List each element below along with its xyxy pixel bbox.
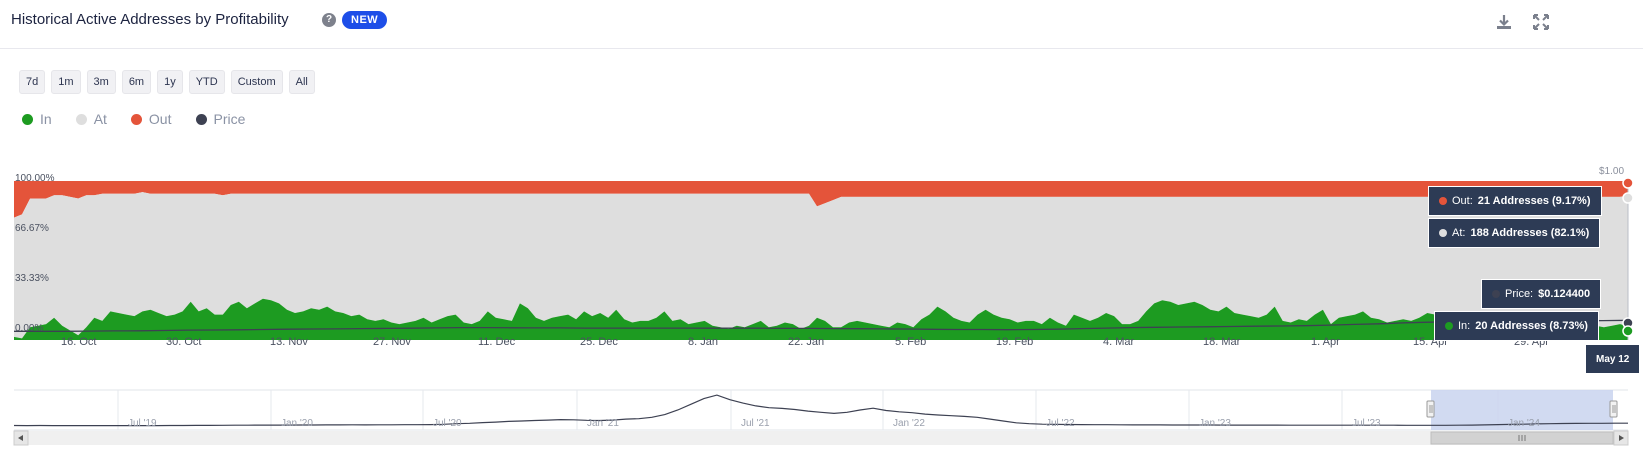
area-series-at xyxy=(14,192,1628,339)
tooltip-dot-at xyxy=(1439,229,1447,237)
navigator-label: Jul '22 xyxy=(1046,418,1075,429)
range-7d-button[interactable]: 7d xyxy=(19,70,46,94)
x-tick-label: 13. Nov xyxy=(270,336,308,348)
series-line-price xyxy=(14,319,1629,332)
hover-crosshair xyxy=(1622,177,1634,340)
range-ytd-button[interactable]: YTD xyxy=(188,70,225,94)
hover-point-out xyxy=(1622,177,1634,189)
y-axis: 100.00% 66.67% 33.33% 0.00% $1.00 xyxy=(15,166,1624,334)
question-circle-icon[interactable]: ? xyxy=(322,13,336,27)
area-series-in xyxy=(14,298,1628,340)
navigator[interactable]: Jul '19 Jan '20 Jul '20 Jan '21 Jul '21 … xyxy=(13,389,1628,431)
x-tick-label: 16. Oct xyxy=(61,336,96,348)
x-tick-label: 25. Dec xyxy=(580,336,618,348)
navigator-label: Jul '21 xyxy=(741,418,770,429)
navigator-series-price xyxy=(13,394,1628,427)
legend-item-out[interactable]: Out xyxy=(130,111,172,127)
navigator-label: Jan '21 xyxy=(587,418,619,429)
x-tick-label: 11. Dec xyxy=(478,336,516,348)
navigator-label: Jan '23 xyxy=(1199,418,1231,429)
tooltip-at-label: At: xyxy=(1452,227,1466,239)
navigator-label: Jul '23 xyxy=(1352,418,1381,429)
new-badge: NEW xyxy=(342,11,388,29)
chart-header: Historical Active Addresses by Profitabi… xyxy=(0,0,1643,49)
tooltip-in-value: 20 Addresses (8.73%) xyxy=(1475,320,1588,332)
tooltip-out-label: Out: xyxy=(1452,195,1473,207)
right-arrow-icon xyxy=(1619,435,1624,441)
x-axis: 16. Oct 30. Oct 13. Nov 27. Nov 11. Dec … xyxy=(61,336,1549,348)
navigator-label: Jan '22 xyxy=(893,418,925,429)
x-tick-label: 4. Mar xyxy=(1103,336,1135,348)
navigator-label: Jul '19 xyxy=(128,418,157,429)
x-tick-label: 19. Feb xyxy=(996,336,1033,348)
tooltip-price-value: $0.124400 xyxy=(1538,288,1591,300)
y-tick-label: 0.00% xyxy=(15,323,43,334)
tooltip-out: Out: 21 Addresses (9.17%) xyxy=(1428,186,1602,216)
range-all-button[interactable]: All xyxy=(288,70,315,94)
area-series-out xyxy=(14,181,1628,218)
x-tick-label: 22. Jan xyxy=(788,336,824,348)
legend-item-at[interactable]: At xyxy=(75,111,107,127)
legend-label-out: Out xyxy=(148,111,172,127)
navigator-label: Jan '20 xyxy=(281,418,313,429)
navigator-grid xyxy=(117,390,1499,430)
grip-lines-icon xyxy=(1518,435,1526,441)
range-selector: 7d 1m 3m 6m 1y YTD Custom All xyxy=(19,70,315,94)
hover-point-at xyxy=(1622,192,1634,204)
navigator-labels: Jul '19 Jan '20 Jul '20 Jan '21 Jul '21 … xyxy=(128,418,1540,429)
legend-dot-price xyxy=(195,113,207,125)
navigator-right-handle[interactable] xyxy=(1609,400,1618,418)
legend-label-at: At xyxy=(93,111,107,127)
x-tick-label: 30. Oct xyxy=(166,336,201,348)
tooltip-at: At: 188 Addresses (82.1%) xyxy=(1428,218,1601,248)
tooltip-dot-out xyxy=(1439,197,1447,205)
tooltip-dot-in xyxy=(1445,322,1453,330)
y-tick-label: 33.33% xyxy=(15,273,49,284)
tooltip-at-value: 188 Addresses (82.1%) xyxy=(1470,227,1590,239)
download-icon[interactable] xyxy=(1494,12,1514,32)
range-6m-button[interactable]: 6m xyxy=(121,70,152,94)
tooltip-in-label: In: xyxy=(1458,320,1471,332)
navigator-label: Jul '20 xyxy=(433,418,462,429)
x-tick-label: 8. Jan xyxy=(688,336,718,348)
stacked-area-layer xyxy=(14,181,1628,340)
legend-dot-in xyxy=(22,113,33,125)
navigator-label: Jan '24 xyxy=(1508,418,1540,429)
legend-dot-at xyxy=(75,113,87,125)
price-line-layer xyxy=(14,319,1629,332)
y-tick-label: 66.67% xyxy=(15,223,49,234)
legend-item-price[interactable]: Price xyxy=(195,111,246,127)
range-3m-button[interactable]: 3m xyxy=(86,70,116,94)
legend-dot-out xyxy=(130,113,142,125)
tooltip-dot-price xyxy=(1492,290,1500,298)
tooltip-price: Price: $0.124400 xyxy=(1481,279,1602,309)
x-axis-current-label: May 12 xyxy=(1585,344,1641,374)
navigator-scrollbar[interactable] xyxy=(13,430,1629,446)
left-arrow-icon xyxy=(18,435,23,441)
y-right-tick-label: $1.00 xyxy=(1599,166,1624,177)
legend-item-in[interactable]: In xyxy=(22,111,52,127)
navigator-left-handle[interactable] xyxy=(1426,400,1435,418)
navigator-price-line xyxy=(13,394,1628,427)
x-tick-label: 27. Nov xyxy=(373,336,411,348)
legend-label-price: Price xyxy=(213,111,246,127)
x-tick-label: 18. Mar xyxy=(1203,336,1241,348)
chart-legend: In At Out Price xyxy=(22,111,245,127)
x-tick-label: 1. Apr xyxy=(1311,336,1340,348)
tooltip-in: In: 20 Addresses (8.73%) xyxy=(1434,311,1599,341)
chart-title: Historical Active Addresses by Profitabi… xyxy=(11,11,289,28)
x-tick-label: 5. Feb xyxy=(895,336,926,348)
tooltip-price-label: Price: xyxy=(1505,288,1534,300)
legend-label-in: In xyxy=(40,111,52,127)
y-tick-label: 100.00% xyxy=(15,173,55,184)
tooltip-out-value: 21 Addresses (9.17%) xyxy=(1477,195,1591,207)
hover-point-in xyxy=(1622,325,1634,337)
range-1m-button[interactable]: 1m xyxy=(51,70,81,94)
range-custom-button[interactable]: Custom xyxy=(230,70,283,94)
expand-icon[interactable] xyxy=(1531,12,1551,32)
range-1y-button[interactable]: 1y xyxy=(157,70,183,94)
